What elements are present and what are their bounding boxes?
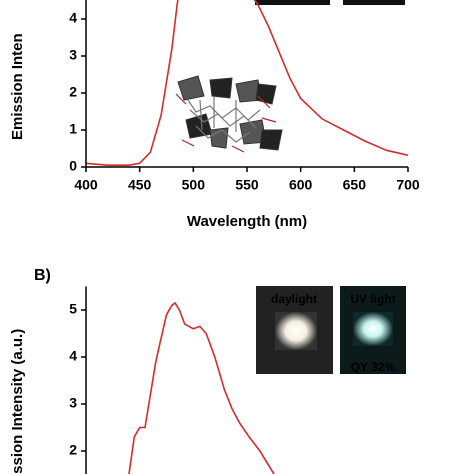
inset-photo bbox=[255, 0, 330, 5]
panel-label: B) bbox=[34, 267, 51, 284]
spectrum-line bbox=[86, 0, 408, 166]
x-axis-label: Wavelength (nm) bbox=[187, 213, 307, 230]
y-tick-label: 3 bbox=[69, 395, 77, 411]
inset-photo bbox=[353, 312, 393, 346]
y-tick-label: 3 bbox=[69, 47, 77, 63]
inset-photo bbox=[275, 312, 317, 350]
x-tick-label: 700 bbox=[396, 177, 420, 193]
y-tick-label: 5 bbox=[69, 301, 77, 317]
y-tick-label: 2 bbox=[69, 442, 77, 458]
inset-photo bbox=[343, 0, 405, 5]
x-tick-label: 400 bbox=[74, 177, 98, 193]
y-tick-label: 0 bbox=[69, 158, 77, 174]
x-tick-label: 450 bbox=[128, 177, 152, 193]
x-tick-label: 550 bbox=[235, 177, 259, 193]
y-axis-label: Emission Inten bbox=[9, 33, 26, 140]
y-tick-label: 4 bbox=[69, 10, 77, 26]
crystal-structure bbox=[175, 75, 283, 153]
annotation: QY 32% bbox=[351, 360, 396, 374]
annotation: daylight bbox=[271, 292, 317, 306]
annotation: UV light bbox=[350, 292, 395, 306]
x-tick-label: 650 bbox=[343, 177, 367, 193]
y-tick-label: 1 bbox=[69, 121, 77, 137]
y-tick-label: 4 bbox=[69, 348, 77, 364]
spectrum-line bbox=[128, 301, 275, 474]
y-axis-label: ission Intensity (a.u.) bbox=[9, 329, 26, 474]
x-tick-label: 500 bbox=[182, 177, 206, 193]
x-tick-label: 600 bbox=[289, 177, 313, 193]
y-tick-label: 2 bbox=[69, 84, 77, 100]
